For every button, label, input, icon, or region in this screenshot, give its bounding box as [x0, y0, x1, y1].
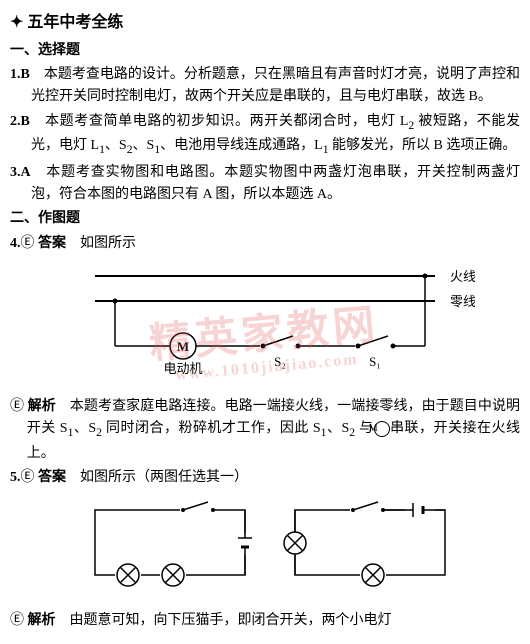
- q4-exp-c: 同时闭合，粉碎机才工作，因此 S: [102, 421, 321, 436]
- q1-label: 1.B: [10, 67, 30, 82]
- motor-label: 电动机: [163, 361, 202, 376]
- question-4-answer: 4.Ⓔ︎ 答案 如图所示: [10, 233, 520, 255]
- q3-text: 本题考查实物图和电路图。本题实物图中两盏灯泡串联，开关控制两盏灯泡，符合本图的电…: [31, 165, 520, 202]
- q4-exp-bullet-icon: Ⓔ︎: [10, 399, 24, 414]
- circled-m-icon: M: [374, 421, 390, 437]
- left-circuit: [95, 502, 252, 586]
- q2-text-c: 、S: [105, 138, 127, 153]
- q3-label: 3.A: [10, 165, 31, 180]
- q4-ans-text: 如图所示: [66, 236, 136, 251]
- q1-text: 本题考查电路的设计。分析题意，只在黑暗且有声音时灯才亮，说明了声控和光控开关同时…: [30, 67, 520, 104]
- circuit-diagram-2: [55, 495, 475, 595]
- question-5-answer: 5.Ⓔ︎ 答案 如图所示（两图任选其一）: [10, 467, 520, 489]
- q2-text-d: 、S: [133, 138, 155, 153]
- circuit-diagram-1: 火线 零线 M 电动机 S₂ S₁: [55, 261, 475, 381]
- star-icon: ✦: [10, 10, 23, 36]
- section-2-title: 二、作图题: [10, 208, 520, 230]
- q5-explanation: Ⓔ︎ 解析 由题意可知，向下压猫手，即闭合开关，两个小电灯: [10, 610, 520, 632]
- hot-line-label: 火线: [450, 269, 475, 284]
- q2-text-f: 能够发光，所以 B 选项正确。: [329, 138, 517, 153]
- q4-exp-marker: 解析: [28, 399, 56, 414]
- q4-diagram: 火线 零线 M 电动机 S₂ S₁: [10, 261, 520, 389]
- question-2: 2.B 本题考查简单电路的初步知识。两开关都闭合时，电灯 L2 被短路，不能发光…: [10, 111, 520, 160]
- question-3: 3.A 本题考查实物图和电路图。本题实物图中两盏灯泡串联，开关控制两盏灯泡，符合…: [10, 162, 520, 207]
- q4-exp-b: 、S: [73, 421, 96, 436]
- q5-diagram: [10, 495, 520, 603]
- title-text: 五年中考全练: [27, 14, 123, 31]
- q5-ans-text: 如图所示（两图任选其一）: [66, 470, 248, 485]
- q4-label: 4.: [10, 236, 21, 251]
- q5-exp-bullet-icon: Ⓔ︎: [10, 613, 24, 628]
- q4-exp-d: 、S: [326, 421, 349, 436]
- question-1: 1.B 本题考查电路的设计。分析题意，只在黑暗且有声音时灯才亮，说明了声控和光控…: [10, 64, 520, 109]
- section-1-title: 一、选择题: [10, 40, 520, 62]
- neutral-line-label: 零线: [450, 294, 475, 309]
- motor-symbol: M: [177, 339, 189, 354]
- q5-label: 5.: [10, 470, 21, 485]
- s1-label: S₁: [369, 354, 381, 369]
- q5-exp-marker: 解析: [28, 613, 56, 628]
- s2-label: S₂: [274, 354, 286, 369]
- q4-explanation: Ⓔ︎ 解析 本题考查家庭电路连接。电路一端接火线，一端接零线，由于题目中说明开关…: [10, 396, 520, 465]
- q4-ans-marker: 答案: [38, 236, 66, 251]
- q5-bullet-icon: Ⓔ︎: [21, 470, 35, 485]
- right-circuit: [284, 502, 445, 586]
- q2-label: 2.B: [10, 114, 30, 129]
- page-title: ✦五年中考全练: [10, 10, 520, 36]
- q4-bullet-icon: Ⓔ︎: [21, 236, 35, 251]
- q2-text-a: 本题考查简单电路的初步知识。两开关都闭合时，电灯 L: [30, 114, 409, 129]
- q5-exp-text: 由题意可知，向下压猫手，即闭合开关，两个小电灯: [56, 613, 392, 628]
- q2-text-e: 、电池用导线连成通路，L: [160, 138, 323, 153]
- q5-ans-marker: 答案: [38, 470, 66, 485]
